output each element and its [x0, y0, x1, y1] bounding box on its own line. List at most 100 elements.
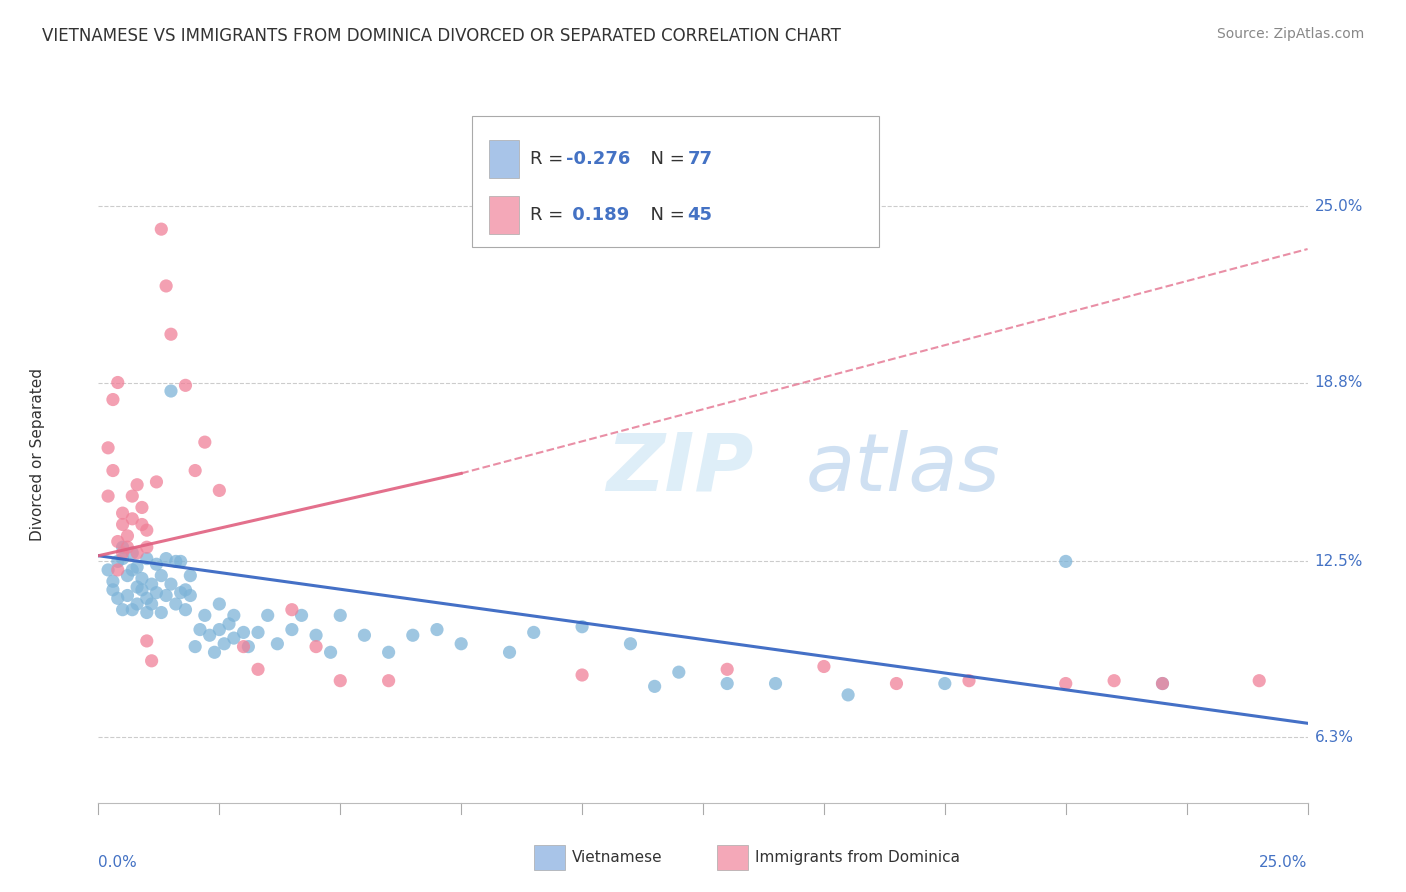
Text: Divorced or Separated: Divorced or Separated — [31, 368, 45, 541]
Point — [111, 517, 134, 532]
Point — [765, 676, 787, 690]
Point — [131, 517, 153, 532]
Point — [247, 625, 270, 640]
Point — [131, 571, 153, 585]
Point — [266, 637, 288, 651]
Point — [174, 603, 197, 617]
Point — [232, 625, 254, 640]
Point — [426, 623, 449, 637]
Text: VIETNAMESE VS IMMIGRANTS FROM DOMINICA DIVORCED OR SEPARATED CORRELATION CHART: VIETNAMESE VS IMMIGRANTS FROM DOMINICA D… — [42, 27, 841, 45]
Point — [127, 580, 149, 594]
Point — [117, 529, 139, 543]
Point — [145, 585, 167, 599]
Point — [165, 554, 187, 568]
Point — [1054, 554, 1077, 568]
Point — [813, 659, 835, 673]
Text: N =: N = — [638, 206, 690, 224]
Point — [101, 464, 124, 478]
Point — [353, 628, 375, 642]
Point — [232, 640, 254, 654]
Text: 0.0%: 0.0% — [98, 855, 138, 870]
Text: 12.5%: 12.5% — [1315, 554, 1362, 569]
Point — [247, 662, 270, 676]
Text: 6.3%: 6.3% — [1315, 730, 1354, 745]
Point — [135, 591, 157, 606]
Point — [111, 603, 134, 617]
Text: 0.189: 0.189 — [567, 206, 630, 224]
Point — [169, 585, 191, 599]
Point — [498, 645, 520, 659]
Point — [208, 597, 231, 611]
Point — [204, 645, 226, 659]
Point — [174, 378, 197, 392]
Text: 18.8%: 18.8% — [1315, 375, 1362, 390]
Point — [1054, 676, 1077, 690]
Text: Source: ZipAtlas.com: Source: ZipAtlas.com — [1216, 27, 1364, 41]
Point — [117, 540, 139, 554]
Point — [194, 435, 217, 450]
Point — [141, 654, 163, 668]
Point — [101, 574, 124, 589]
Point — [222, 631, 245, 645]
Point — [208, 623, 231, 637]
Point — [107, 591, 129, 606]
Text: 25.0%: 25.0% — [1260, 855, 1308, 870]
Text: Vietnamese: Vietnamese — [572, 850, 662, 864]
Point — [155, 279, 177, 293]
Point — [131, 500, 153, 515]
Text: R =: R = — [530, 206, 569, 224]
Point — [402, 628, 425, 642]
Point — [1102, 673, 1125, 688]
Point — [644, 679, 666, 693]
Point — [150, 606, 173, 620]
Point — [377, 673, 399, 688]
Point — [117, 589, 139, 603]
Point — [101, 392, 124, 407]
Point — [194, 608, 217, 623]
Point — [188, 623, 211, 637]
Point — [198, 628, 221, 642]
Point — [256, 608, 278, 623]
Point — [131, 582, 153, 597]
Point — [135, 523, 157, 537]
Point — [174, 582, 197, 597]
Point — [305, 640, 328, 654]
Point — [107, 376, 129, 390]
Point — [160, 577, 183, 591]
Point — [150, 222, 173, 236]
Point — [319, 645, 342, 659]
Point — [107, 554, 129, 568]
Text: 45: 45 — [688, 206, 713, 224]
Point — [155, 551, 177, 566]
Point — [208, 483, 231, 498]
Point — [668, 665, 690, 680]
Point — [290, 608, 312, 623]
Point — [127, 597, 149, 611]
Point — [281, 623, 304, 637]
Point — [135, 634, 157, 648]
Point — [179, 568, 201, 582]
Point — [571, 668, 593, 682]
Point — [837, 688, 859, 702]
Text: Immigrants from Dominica: Immigrants from Dominica — [755, 850, 960, 864]
Point — [957, 673, 980, 688]
Point — [97, 563, 120, 577]
Point — [97, 489, 120, 503]
Point — [934, 676, 956, 690]
Point — [329, 673, 352, 688]
Point — [377, 645, 399, 659]
Point — [121, 563, 143, 577]
Point — [150, 568, 173, 582]
Point — [107, 563, 129, 577]
Point — [127, 560, 149, 574]
Point — [127, 546, 149, 560]
Point — [305, 628, 328, 642]
Text: -0.276: -0.276 — [567, 150, 631, 169]
Point — [212, 637, 235, 651]
Point — [111, 506, 134, 520]
Point — [141, 577, 163, 591]
Point — [107, 534, 129, 549]
Point — [619, 637, 641, 651]
Point — [281, 603, 304, 617]
Point — [135, 540, 157, 554]
